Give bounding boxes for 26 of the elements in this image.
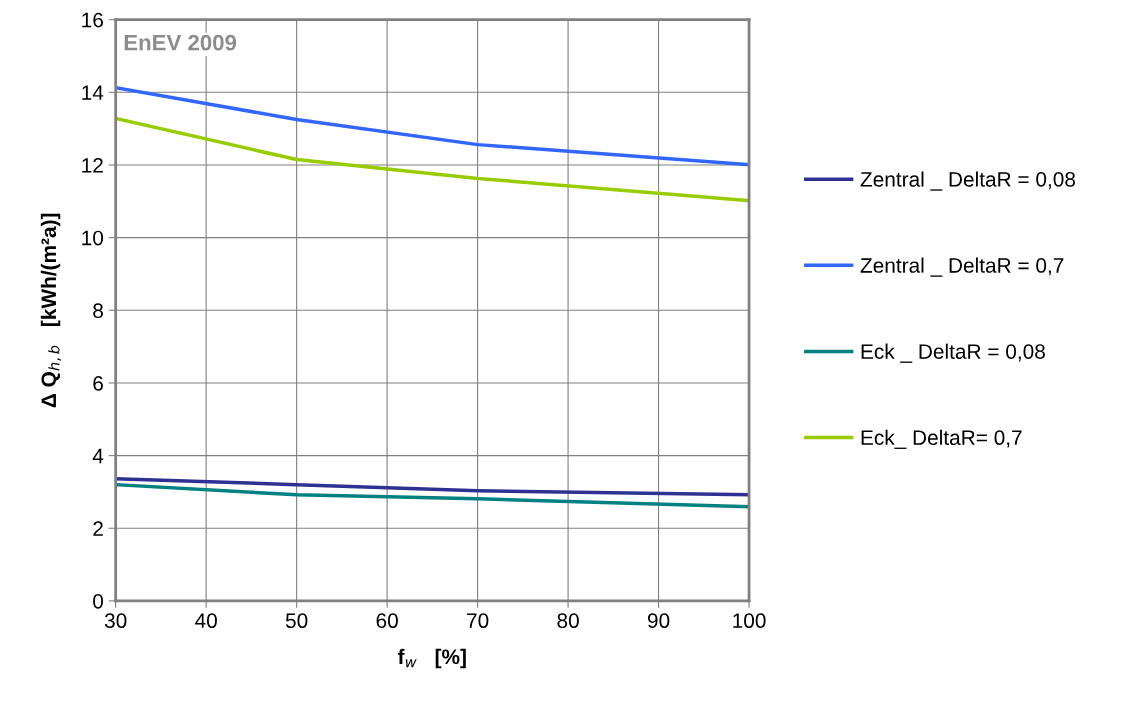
y-tick-label: 16: [82, 12, 103, 28]
legend-label: Zentral _ DeltaR = 0,7: [860, 257, 1064, 277]
y-tick-label: 12: [82, 157, 103, 173]
text: Δ Q$_{h,b}$ [kWh/(m²a)]: [40, 213, 62, 408]
legend-label: Zentral _ DeltaR = 0,08: [860, 171, 1076, 191]
legend-label: Eck_ DeltaR= 0,7: [861, 429, 1022, 449]
y-tick-label: 6: [93, 375, 103, 391]
x-tick-label: 40: [195, 613, 217, 629]
x-tick-label: 30: [104, 613, 127, 629]
text: f$_{w}$ [%]: [397, 648, 466, 669]
y-tick-label: 10: [82, 230, 104, 246]
y-tick-label: 14: [82, 85, 104, 100]
line-series: [115, 477, 750, 497]
y-tick-label: 4: [92, 448, 104, 464]
x-tick-label: 90: [647, 613, 670, 629]
y-tick-label: 0: [93, 593, 104, 609]
y-tick-label: 2: [93, 521, 103, 536]
legend-label: Eck _ DeltaR = 0,08: [861, 343, 1045, 363]
line-series: [115, 482, 750, 509]
x-tick-label: 100: [733, 613, 766, 629]
x-tick-label: 80: [557, 613, 579, 629]
y-tick-label: 8: [93, 303, 103, 319]
x-tick-label: 70: [467, 613, 489, 629]
x-tick-label: 60: [376, 613, 398, 629]
x-tick-label: 50: [285, 613, 308, 629]
annotation: EnEV 2009: [124, 34, 237, 51]
